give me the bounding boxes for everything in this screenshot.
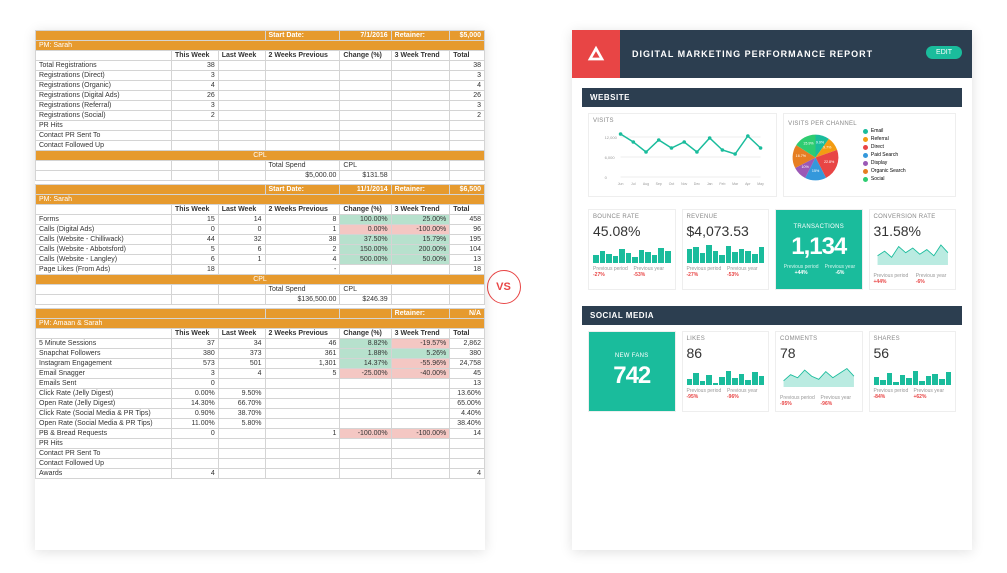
svg-text:9.7%: 9.7% [823,145,832,149]
svg-text:0: 0 [605,175,608,180]
legend-item: Social [863,175,906,183]
metric-label: TRANSACTIONS [780,224,858,230]
svg-text:Feb: Feb [719,182,725,186]
svg-text:Oct: Oct [669,182,674,186]
svg-text:16.7%: 16.7% [796,153,807,157]
edit-button[interactable]: EDIT [926,46,962,59]
metric-card: REVENUE$4,073.53Previous period -27%Prev… [682,209,770,290]
metric-card: CONVERSION RATE31.58%Previous period +44… [869,209,957,290]
area-chart [874,243,952,265]
spreadsheet-panel: Start Date:7/1/2016Retainer:$5,000PM: Sa… [35,30,485,550]
svg-text:Dec: Dec [694,182,700,186]
metric-card: COMMENTS78Previous period -95%Previous y… [775,331,863,412]
metric-card-featured: TRANSACTIONS1,134Previous period +44%Pre… [775,209,863,290]
svg-text:Apr: Apr [745,182,751,186]
metric-label: REVENUE [687,214,765,220]
bar-chart [687,243,765,263]
metric-value: 45.08% [593,223,671,239]
svg-text:Sep: Sep [656,182,662,186]
legend-item: Direct [863,143,906,151]
metric-card: SHARES56Previous period -84%Previous yea… [869,331,957,412]
metric-value: 31.58% [874,223,952,239]
channels-card: VISITS PER CHANNEL 9.9%9.7% 22.8% 15%10% 16… [783,113,956,197]
metric-label: SHARES [874,336,952,342]
bar-chart [874,365,952,385]
dashboard-panel: DIGITAL MARKETING PERFORMANCE REPORT EDI… [572,30,972,550]
svg-text:May: May [757,182,764,186]
channels-label: VISITS PER CHANNEL [788,121,857,127]
visits-card: VISITS 12,000 6,000 0 Jun Jul Aug Sep Oct Nov Dec… [588,113,777,197]
svg-text:12,000: 12,000 [605,135,618,140]
brand-logo [572,30,620,78]
metric-label: COMMENTS [780,336,858,342]
dashboard-title: DIGITAL MARKETING PERFORMANCE REPORT [620,30,972,78]
social-header: SOCIAL MEDIA [582,306,962,325]
legend-item: Email [863,127,906,135]
svg-text:6,000: 6,000 [605,155,616,160]
metric-card: LIKES86Previous period -95%Previous year… [682,331,770,412]
visits-label: VISITS [593,118,772,124]
legend-item: Referral [863,135,906,143]
metric-value: 56 [874,345,952,361]
metric-label: LIKES [687,336,765,342]
bar-chart [687,365,765,385]
area-chart [780,365,858,387]
dashboard-header: DIGITAL MARKETING PERFORMANCE REPORT EDI… [572,30,972,78]
metric-value: $4,073.53 [687,223,765,239]
svg-text:Mar: Mar [732,182,739,186]
metric-value: 78 [780,345,858,361]
visits-line-chart: 12,000 6,000 0 Jun Jul Aug Sep Oct Nov Dec Jan Feb M… [593,127,772,187]
svg-text:15.9%: 15.9% [803,141,814,145]
metric-value: 1,134 [780,233,858,261]
website-header: WEBSITE [582,88,962,107]
svg-text:Jul: Jul [631,182,636,186]
svg-text:Nov: Nov [681,182,687,186]
svg-text:22.8%: 22.8% [824,159,835,163]
bar-chart [593,243,671,263]
svg-text:Jun: Jun [618,182,624,186]
metric-label: CONVERSION RATE [874,214,952,220]
metric-label: BOUNCE RATE [593,214,671,220]
channels-pie-chart: 9.9%9.7% 22.8% 15%10% 16.7% 15.9% [788,130,843,185]
legend-item: Organic Search [863,167,906,175]
website-section: WEBSITE VISITS 12,000 6,000 0 Jun Jul Aug Sep O… [582,88,962,296]
metric-value: 86 [687,345,765,361]
svg-text:Jan: Jan [707,182,713,186]
legend-item: Display [863,159,906,167]
social-section: SOCIAL MEDIA NEW FANS742LIKES86Previous … [582,306,962,418]
legend-item: Paid Search [863,151,906,159]
svg-text:Aug: Aug [643,182,649,186]
metric-card-featured: NEW FANS 742 [588,331,676,412]
svg-text:10%: 10% [802,164,810,168]
svg-text:15%: 15% [812,169,820,173]
svg-text:9.9%: 9.9% [816,140,825,144]
metric-value: 742 [593,362,671,390]
metric-label: NEW FANS [593,353,671,359]
metric-card: BOUNCE RATE45.08%Previous period -27%Pre… [588,209,676,290]
channels-legend: EmailReferralDirectPaid SearchDisplayOrg… [863,127,906,183]
vs-badge: VS [487,270,521,304]
